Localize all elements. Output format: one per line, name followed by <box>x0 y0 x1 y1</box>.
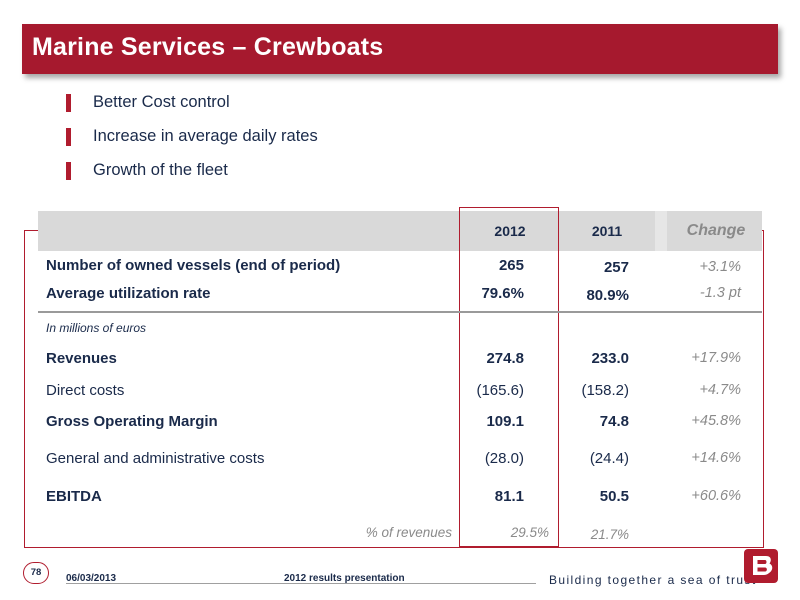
highlight-column-2012 <box>459 207 559 547</box>
value-2011: 257 <box>603 259 629 276</box>
bullet-marker <box>66 162 71 180</box>
value-2011: 50.5 <box>599 488 629 505</box>
footer-tagline: Building together a sea of trust <box>549 573 757 587</box>
row-label: Average utilization rate <box>46 285 211 302</box>
footer-presentation-title: 2012 results presentation <box>284 573 405 584</box>
value-2011: 80.9% <box>586 287 629 304</box>
value-2011: 233.0 <box>591 350 629 367</box>
value-2012: 79.6% <box>481 285 524 302</box>
table-separator <box>38 311 762 313</box>
value-change: +60.6% <box>691 488 741 504</box>
value-2011: 74.8 <box>599 413 629 430</box>
table-header: 2012 2011 Change <box>38 211 762 251</box>
row-label: EBITDA <box>46 488 102 505</box>
pct-of-revenues-label: % of revenues <box>365 525 452 540</box>
value-change: +17.9% <box>691 350 741 366</box>
value-2012: (28.0) <box>484 450 524 467</box>
value-change: +3.1% <box>699 259 741 275</box>
bullet-text: Increase in average daily rates <box>93 127 318 145</box>
bourbon-logo-icon <box>744 549 778 583</box>
page-number: 78 <box>23 562 49 584</box>
footer-date: 06/03/2013 <box>66 573 117 584</box>
header-divider <box>655 211 667 251</box>
value-2012: (165.6) <box>476 382 524 399</box>
row-label: Number of owned vessels (end of period) <box>46 257 341 274</box>
bullet-marker <box>66 94 71 112</box>
value-2012: 274.8 <box>486 350 524 367</box>
pct-of-revenues-2011: 21.7% <box>590 527 629 542</box>
bullet-text: Growth of the fleet <box>93 161 228 179</box>
bullet-text: Better Cost control <box>93 93 230 111</box>
row-label: Direct costs <box>46 382 125 399</box>
row-label: Revenues <box>46 350 117 367</box>
column-header-2012: 2012 <box>494 223 526 239</box>
column-header-2011: 2011 <box>591 223 623 239</box>
value-2012: 109.1 <box>486 413 524 430</box>
value-2011: (158.2) <box>581 382 629 399</box>
value-change: +45.8% <box>691 413 741 429</box>
bullet-marker <box>66 128 71 146</box>
value-2011: (24.4) <box>589 450 629 467</box>
row-label: Gross Operating Margin <box>46 413 218 430</box>
value-2012: 265 <box>498 257 524 274</box>
slide-title: Marine Services – Crewboats <box>32 33 384 61</box>
title-bar: Marine Services – Crewboats <box>22 24 778 74</box>
value-change: +14.6% <box>691 450 741 466</box>
value-2012: 81.1 <box>494 488 524 505</box>
column-header-change: Change <box>670 211 762 251</box>
table-frame <box>24 230 764 548</box>
footer-divider <box>66 583 536 584</box>
pct-of-revenues-2012: 29.5% <box>510 525 549 540</box>
value-change: -1.3 pt <box>699 285 741 301</box>
row-label: General and administrative costs <box>46 450 265 467</box>
unit-note: In millions of euros <box>46 321 147 335</box>
value-change: +4.7% <box>699 382 741 398</box>
